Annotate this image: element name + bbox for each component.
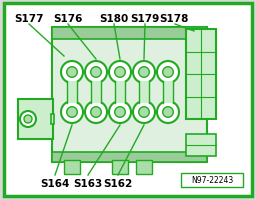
Bar xyxy=(52,152,207,162)
Circle shape xyxy=(115,67,125,78)
Bar xyxy=(91,82,101,103)
Circle shape xyxy=(133,62,155,84)
Circle shape xyxy=(139,107,149,118)
Circle shape xyxy=(24,115,32,123)
Circle shape xyxy=(163,107,173,118)
Bar xyxy=(52,28,207,162)
Bar xyxy=(181,173,243,187)
Circle shape xyxy=(67,67,77,78)
Text: S177: S177 xyxy=(14,14,44,24)
Bar xyxy=(51,114,54,124)
Circle shape xyxy=(61,101,83,123)
Bar xyxy=(136,160,152,174)
Text: S163: S163 xyxy=(73,178,103,188)
Circle shape xyxy=(133,101,155,123)
Text: S178: S178 xyxy=(159,14,189,24)
Circle shape xyxy=(109,62,131,84)
Text: S176: S176 xyxy=(53,14,83,24)
Circle shape xyxy=(115,107,125,118)
Bar xyxy=(139,82,149,103)
Bar xyxy=(186,134,216,156)
Bar xyxy=(64,160,80,174)
Circle shape xyxy=(61,62,83,84)
Bar xyxy=(115,82,125,103)
Bar xyxy=(18,100,53,139)
Circle shape xyxy=(109,101,131,123)
Text: S179: S179 xyxy=(130,14,160,24)
Circle shape xyxy=(139,67,149,78)
Text: S162: S162 xyxy=(103,178,133,188)
Circle shape xyxy=(157,101,179,123)
Bar xyxy=(67,82,77,103)
Bar xyxy=(112,160,128,174)
Circle shape xyxy=(163,67,173,78)
Text: S164: S164 xyxy=(40,178,70,188)
Bar xyxy=(52,28,207,40)
Circle shape xyxy=(85,62,107,84)
Circle shape xyxy=(85,101,107,123)
Text: N97-22243: N97-22243 xyxy=(191,176,233,185)
Bar xyxy=(186,30,216,119)
Circle shape xyxy=(91,107,101,118)
Circle shape xyxy=(20,111,36,127)
Circle shape xyxy=(91,67,101,78)
Text: S180: S180 xyxy=(99,14,129,24)
Circle shape xyxy=(157,62,179,84)
Circle shape xyxy=(67,107,77,118)
Bar xyxy=(163,82,173,103)
